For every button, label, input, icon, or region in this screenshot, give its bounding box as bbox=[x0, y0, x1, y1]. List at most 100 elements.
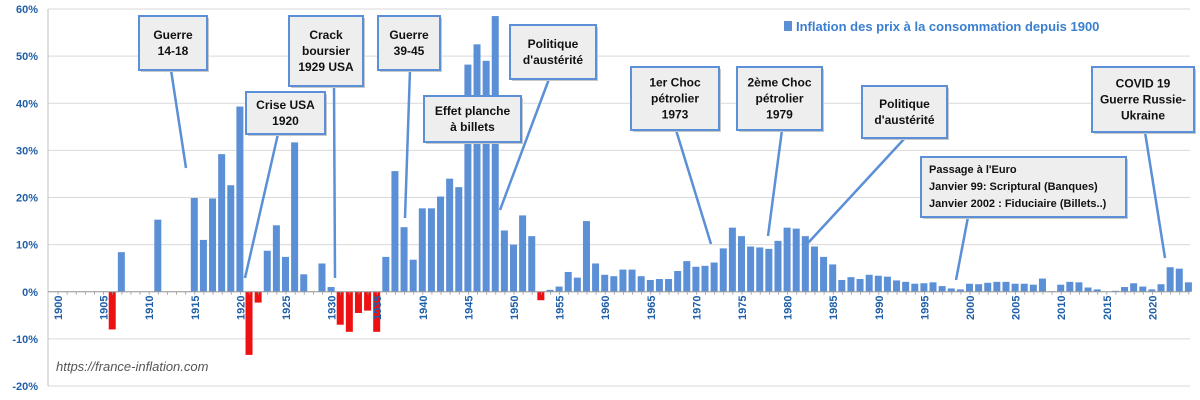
annotation-line: Janvier 2002 : Fiduciaire (Billets..) bbox=[929, 198, 1107, 210]
annotation-box: Effet planche à billets bbox=[423, 95, 523, 144]
x-tick-label: 1900 bbox=[53, 296, 65, 320]
x-tick-label: 1915 bbox=[190, 296, 202, 320]
y-tick-label: -20% bbox=[12, 381, 38, 393]
annotation-line: Effet planche bbox=[435, 104, 511, 118]
bar-1919 bbox=[227, 185, 235, 292]
legend-swatch bbox=[784, 21, 792, 31]
bar-1979 bbox=[774, 240, 782, 292]
bar-1948 bbox=[491, 16, 499, 292]
bar-2011 bbox=[1066, 281, 1074, 292]
annotation-connector bbox=[807, 137, 906, 244]
bar-2000 bbox=[966, 283, 973, 292]
x-tick-label: 1910 bbox=[144, 296, 156, 320]
bar-1953 bbox=[537, 291, 545, 301]
bar-1975 bbox=[738, 236, 745, 292]
bar-1996 bbox=[929, 282, 937, 292]
watermark: https://france-inflation.com bbox=[56, 359, 209, 374]
bar-1968 bbox=[674, 271, 682, 292]
annotation-connector bbox=[766, 129, 784, 237]
legend: Inflation des prix à la consommation dep… bbox=[784, 19, 1099, 34]
bar-1955 bbox=[555, 286, 563, 292]
y-tick-label: 30% bbox=[16, 145, 38, 157]
bar-1907 bbox=[117, 252, 125, 292]
bar-1973 bbox=[719, 248, 727, 292]
annotation-line: 1920 bbox=[272, 114, 299, 128]
bar-1942 bbox=[437, 196, 445, 292]
x-tick-label: 1955 bbox=[555, 296, 567, 320]
bar-2010 bbox=[1057, 284, 1065, 292]
annotation-line: Passage à l'Euro bbox=[929, 164, 1017, 176]
bar-1945 bbox=[464, 64, 472, 292]
annotation-line: Crise USA bbox=[256, 98, 315, 112]
x-tick-label: 1980 bbox=[783, 296, 795, 320]
annotation-box: Crack boursier 1929 USA bbox=[288, 15, 365, 88]
y-tick-label: 20% bbox=[16, 193, 38, 205]
annotation-connector bbox=[498, 78, 551, 211]
annotation-box: Guerre 14-18 bbox=[138, 15, 209, 72]
bar-2022 bbox=[1166, 267, 1174, 292]
x-tick-label: 1970 bbox=[691, 296, 703, 320]
annotation-line: Politique bbox=[528, 37, 579, 51]
annotation-frame bbox=[245, 91, 326, 135]
annotation-connector bbox=[403, 69, 412, 219]
annotation-line: pétrolier bbox=[651, 92, 699, 106]
annotation-connector bbox=[332, 85, 337, 279]
x-tick-label: 1965 bbox=[646, 296, 658, 320]
bar-1963 bbox=[628, 269, 636, 292]
bar-2013 bbox=[1084, 287, 1092, 292]
bar-1988 bbox=[856, 279, 864, 292]
bar-2008 bbox=[1038, 278, 1046, 292]
bar-1969 bbox=[683, 261, 691, 292]
bar-1938 bbox=[400, 227, 408, 292]
annotation-line: 2ème Choc bbox=[747, 76, 811, 90]
axes: -20% -10% 0% 10% 20% 30% 40% 50% 60% 1900 1905 1910… bbox=[12, 4, 1190, 393]
annotation-frame bbox=[423, 95, 522, 143]
bar-1940 bbox=[418, 208, 426, 292]
bar-1918 bbox=[218, 154, 226, 292]
bar-1926 bbox=[291, 142, 299, 292]
x-tick-label: 1950 bbox=[509, 296, 521, 320]
bar-2019 bbox=[1139, 286, 1147, 292]
annotation-frame bbox=[288, 15, 364, 87]
annotation-line: Politique bbox=[879, 97, 930, 111]
bar-1974 bbox=[728, 227, 736, 292]
x-tick-label: 2020 bbox=[1147, 296, 1159, 320]
bar-1981 bbox=[792, 228, 800, 292]
bar-1965 bbox=[646, 279, 654, 292]
y-tick-label: 60% bbox=[16, 4, 38, 16]
annotation-line: 1973 bbox=[662, 108, 689, 122]
annotation-line: Guerre bbox=[153, 28, 193, 42]
bar-2007 bbox=[1029, 284, 1037, 292]
x-tick-label: 2000 bbox=[965, 296, 977, 320]
annotation-line: Janvier 99: Scriptural (Banques) bbox=[929, 181, 1098, 193]
x-tick-label: 1940 bbox=[418, 296, 430, 320]
y-tick-label: 50% bbox=[16, 51, 38, 63]
annotation-line: Crack bbox=[309, 28, 343, 42]
annotation-line: d'austérité bbox=[523, 53, 584, 67]
bar-1966 bbox=[655, 279, 663, 292]
bars bbox=[108, 16, 1192, 355]
bar-1967 bbox=[665, 279, 673, 292]
bar-1936 bbox=[382, 256, 390, 292]
bar-2018 bbox=[1130, 283, 1138, 292]
bar-1956 bbox=[564, 271, 572, 292]
bar-1958 bbox=[582, 221, 590, 292]
annotation-frame bbox=[630, 66, 720, 131]
annotation-line: COVID 19 bbox=[1116, 77, 1171, 91]
bar-2002 bbox=[984, 282, 992, 292]
y-tick-label: 40% bbox=[16, 98, 38, 110]
bar-1959 bbox=[592, 263, 600, 292]
annotation-line: Guerre bbox=[389, 28, 429, 42]
bar-1932 bbox=[345, 291, 353, 332]
bar-1995 bbox=[920, 283, 928, 292]
bar-2023 bbox=[1175, 268, 1183, 292]
x-tick-label: 1945 bbox=[463, 296, 475, 320]
bar-1920 bbox=[236, 106, 244, 292]
annotation-line: 1979 bbox=[766, 108, 793, 122]
y-tick-label: 0% bbox=[22, 287, 38, 299]
x-tick-label: 1985 bbox=[828, 296, 840, 320]
annotation-connector bbox=[243, 133, 280, 279]
bar-2021 bbox=[1157, 284, 1165, 292]
x-tick-label: 1995 bbox=[919, 296, 931, 320]
